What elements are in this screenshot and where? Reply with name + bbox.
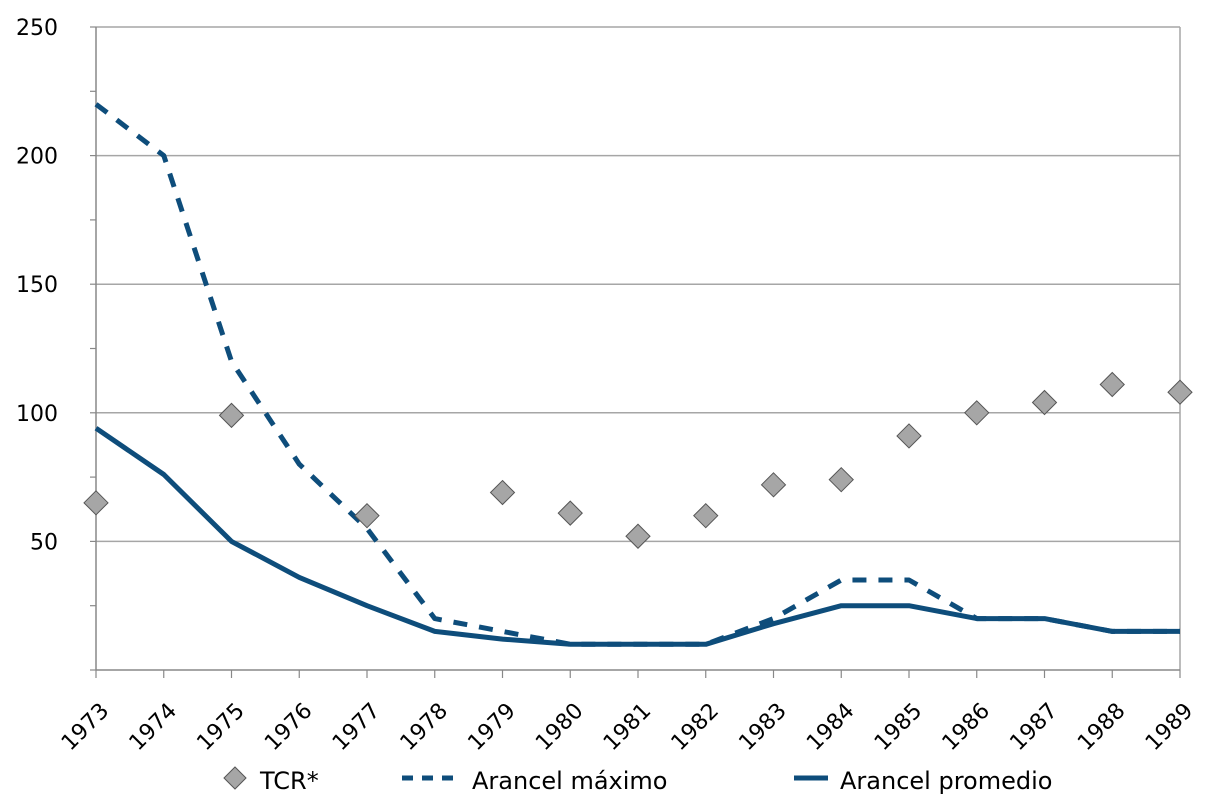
series-line-2: [94, 426, 1180, 647]
tcr-marker-1981: [625, 523, 651, 549]
tcr-marker-1984: [828, 466, 854, 493]
tcr-marker-1986: [964, 400, 990, 426]
x-tick-label-1980: 1980: [531, 699, 588, 756]
y-tick-label-100: 100: [16, 402, 58, 427]
tcr-marker-1988: [1099, 371, 1125, 398]
legend-item-arancel-promedio: Arancel promedio: [794, 762, 1052, 800]
tcr-marker-1989: [1167, 379, 1193, 405]
legend-label-arancel-promedio: Arancel promedio: [840, 767, 1053, 795]
x-tick-label-1982: 1982: [667, 699, 724, 756]
legend-item-arancel-maximo: Arancel máximo: [402, 762, 667, 800]
legend-solid-line-icon: [794, 765, 828, 797]
series-line-1: [94, 102, 1180, 647]
tcr-marker-1977: [354, 502, 380, 529]
tcr-marker-1982: [693, 502, 719, 529]
tcr-marker-1987: [1031, 389, 1058, 416]
x-tick-label-1979: 1979: [463, 699, 520, 756]
axes: [90, 26, 1181, 671]
x-tick-label-1989: 1989: [1141, 699, 1198, 756]
x-axis-ticks: 1973 1974 1975 1976 1977 1978 1979 1980 1981 1982…: [57, 670, 1198, 756]
y-tick-label-250: 250: [16, 16, 58, 41]
tcr-marker-1980: [557, 500, 583, 526]
x-tick-label-1981: 1981: [599, 699, 656, 756]
series-layer: [83, 102, 1193, 647]
legend-dashed-line-icon: [402, 765, 460, 797]
legend-diamond-icon: [222, 765, 248, 797]
x-tick-label-1973: 1973: [57, 699, 114, 756]
x-tick-label-1986: 1986: [938, 699, 995, 756]
legend-label-tcr: TCR*: [260, 767, 319, 795]
x-tick-label-1974: 1974: [125, 699, 182, 756]
tcr-marker-1983: [760, 472, 787, 498]
y-tick-label-50: 50: [30, 530, 58, 555]
y-tick-label-150: 150: [16, 273, 58, 298]
x-tick-label-1985: 1985: [870, 699, 927, 756]
x-tick-label-1984: 1984: [802, 699, 859, 756]
x-tick-label-1975: 1975: [192, 699, 249, 756]
tcr-marker-1985: [896, 423, 922, 449]
x-tick-label-1988: 1988: [1073, 699, 1130, 756]
x-tick-label-1978: 1978: [396, 699, 453, 756]
x-tick-label-1976: 1976: [260, 699, 317, 756]
y-axis-ticks: 50 100 150 200 250: [16, 16, 58, 555]
legend: TCR* Arancel máximo Arancel promedio: [0, 762, 1206, 800]
legend-label-arancel-maximo: Arancel máximo: [472, 767, 668, 795]
tcr-marker-1973: [83, 490, 109, 516]
x-tick-label-1987: 1987: [1005, 699, 1062, 756]
legend-item-tcr: TCR*: [222, 762, 319, 800]
tcr-marker-1979: [489, 479, 516, 506]
tcr-marker-1975: [218, 402, 245, 429]
y-tick-label-200: 200: [16, 145, 58, 170]
x-tick-label-1977: 1977: [328, 699, 385, 756]
gridlines: [96, 26, 1180, 543]
x-tick-label-1983: 1983: [734, 699, 791, 756]
